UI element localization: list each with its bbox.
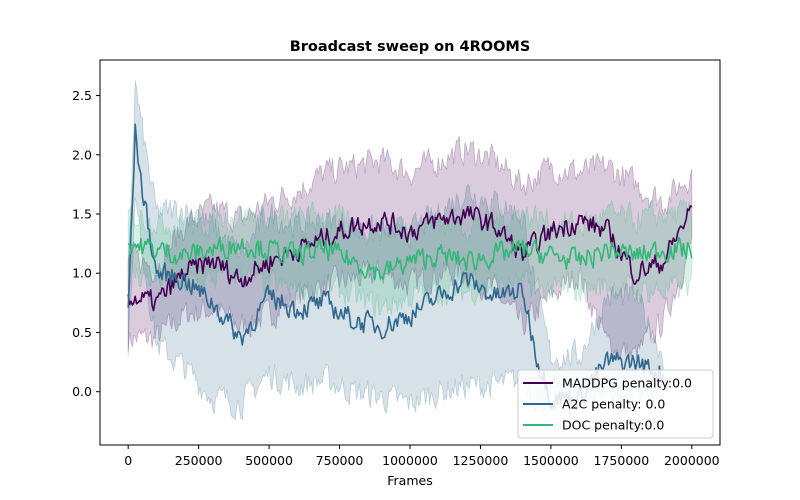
x-tick-label: 1000000 [382,453,438,468]
x-tick-label: 1250000 [453,453,509,468]
x-tick-label: 500000 [245,453,293,468]
legend-label-1: A2C penalty: 0.0 [562,397,665,412]
x-tick-label: 0 [124,453,132,468]
y-tick-label: 2.0 [72,147,92,162]
legend-label-2: DOC penalty:0.0 [562,418,664,433]
legend-box [517,369,714,439]
legend: MADDPG penalty:0.0 A2C penalty: 0.0 DOC pe… [517,369,714,439]
legend-label-0: MADDPG penalty:0.0 [562,376,692,391]
x-tick-label: 250000 [175,453,223,468]
line-series-0 [127,205,693,312]
x-tick-label: 1500000 [523,453,579,468]
band-series-0 [127,135,693,362]
x-tick-label: 2000000 [664,453,720,468]
y-tick-label: 0.5 [72,325,92,340]
y-tick-label: 1.0 [72,266,92,281]
x-tick-label: 750000 [316,453,364,468]
x-axis-label: Frames [387,473,432,488]
line-series-2 [127,236,693,281]
chart-title: Broadcast sweep on 4ROOMS [290,39,531,55]
y-tick-label: 0.0 [72,384,92,399]
x-axis: 0 250000 500000 750000 1000000 1250000 1500000… [124,445,720,468]
y-axis: 0.0 0.5 1.0 1.5 2.0 2.5 [72,88,100,399]
y-tick-label: 1.5 [72,207,92,222]
x-tick-label: 1750000 [594,453,650,468]
y-tick-label: 2.5 [72,88,92,103]
